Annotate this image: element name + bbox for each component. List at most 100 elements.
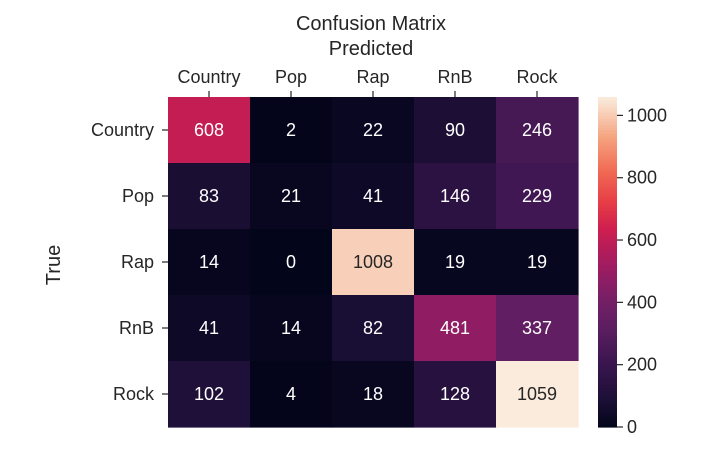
- heatmap-cells: [168, 97, 579, 428]
- colorbar-segment: [598, 166, 617, 170]
- colorbar-segment: [598, 349, 617, 353]
- heatmap-cell: [332, 163, 415, 230]
- colorbar-segment: [598, 337, 617, 341]
- heatmap-cell: [496, 361, 579, 428]
- colorbar-segment: [598, 259, 617, 263]
- colorbar-segment: [598, 373, 617, 377]
- colorbar-segment: [598, 208, 617, 212]
- colorbar-segment: [598, 250, 617, 254]
- x-tick-label: Rap: [356, 67, 389, 87]
- colorbar-segment: [598, 133, 617, 137]
- colorbar-segment: [598, 271, 617, 275]
- colorbar-segment: [598, 163, 617, 167]
- colorbar-segment: [598, 280, 617, 284]
- colorbar-segment: [598, 388, 617, 392]
- colorbar-segment: [598, 256, 617, 260]
- colorbar-segment: [598, 196, 617, 200]
- heatmap-cell: [168, 163, 251, 230]
- colorbar-segment: [598, 367, 617, 371]
- y-tick-label: Country: [91, 120, 154, 140]
- colorbar-segment: [598, 385, 617, 389]
- colorbar-segment: [598, 148, 617, 152]
- cell-value-label: 18: [363, 384, 383, 404]
- colorbar-segment: [598, 220, 617, 224]
- cell-value-label: 246: [522, 120, 552, 140]
- colorbar-segment: [598, 169, 617, 173]
- cell-value-label: 128: [440, 384, 470, 404]
- colorbar-segment: [598, 361, 617, 365]
- y-tick-label: Pop: [122, 186, 154, 206]
- cell-value-label: 0: [286, 252, 296, 272]
- cell-value-label: 21: [281, 186, 301, 206]
- cell-value-label: 608: [194, 120, 224, 140]
- colorbar-segment: [598, 199, 617, 203]
- colorbar-segment: [598, 328, 617, 332]
- colorbar-segment: [598, 406, 617, 410]
- colorbar-segment: [598, 313, 617, 317]
- heatmap-cell: [250, 229, 333, 296]
- colorbar-segment: [598, 145, 617, 149]
- heatmap-cell: [250, 361, 333, 428]
- colorbar-segment: [598, 319, 617, 323]
- colorbar-segment: [598, 295, 617, 299]
- colorbar-segment: [598, 178, 617, 182]
- heatmap-cell: [414, 295, 497, 362]
- colorbar-segment: [598, 97, 617, 101]
- colorbar-segment: [598, 229, 617, 233]
- heatmap-cell: [250, 163, 333, 230]
- colorbar-segment: [598, 325, 617, 329]
- cell-value-label: 4: [286, 384, 296, 404]
- heatmap-cell: [168, 229, 251, 296]
- colorbar-tick-label: 200: [627, 355, 657, 375]
- heatmap-cell: [332, 229, 415, 296]
- colorbar-tick-label: 800: [627, 168, 657, 188]
- cell-value-label: 19: [527, 252, 547, 272]
- colorbar-segment: [598, 409, 617, 413]
- colorbar-segment: [598, 397, 617, 401]
- cell-value-label: 1008: [353, 252, 393, 272]
- cell-value-label: 14: [199, 252, 219, 272]
- heatmap-cell: [414, 97, 497, 164]
- y-tick-label: Rock: [113, 384, 155, 404]
- colorbar-segment: [598, 265, 617, 269]
- colorbar-segment: [598, 403, 617, 407]
- colorbar-segment: [598, 193, 617, 197]
- cell-value-label: 102: [194, 384, 224, 404]
- heatmap-cell: [332, 361, 415, 428]
- cell-value-label: 41: [363, 186, 383, 206]
- heatmap-cell: [414, 163, 497, 230]
- colorbar-segment: [598, 115, 617, 119]
- x-tick-label: RnB: [437, 67, 472, 87]
- colorbar-segment: [598, 181, 617, 185]
- colorbar-segment: [598, 103, 617, 107]
- x-tick-label: Rock: [516, 67, 558, 87]
- colorbar-segment: [598, 286, 617, 290]
- colorbar-segment: [598, 304, 617, 308]
- cell-value-label: 14: [281, 318, 301, 338]
- colorbar-segment: [598, 202, 617, 206]
- colorbar-segment: [598, 415, 617, 419]
- cell-value-label: 22: [363, 120, 383, 140]
- colorbar-segment: [598, 334, 617, 338]
- y-axis-ticks: Country Pop Rap RnB Rock: [91, 120, 168, 404]
- colorbar-segment: [598, 214, 617, 218]
- heatmap-cell: [496, 295, 579, 362]
- cell-value-label: 19: [445, 252, 465, 272]
- colorbar-segment: [598, 418, 617, 422]
- colorbar-segment: [598, 421, 617, 425]
- cell-value-label: 90: [445, 120, 465, 140]
- colorbar-segment: [598, 292, 617, 296]
- colorbar-segment: [598, 151, 617, 155]
- colorbar-segment: [598, 247, 617, 251]
- colorbar-segment: [598, 316, 617, 320]
- cell-value-label: 2: [286, 120, 296, 140]
- x-axis-ticks: Country Pop Rap RnB Rock: [177, 67, 559, 97]
- chart-title: Confusion Matrix: [296, 13, 446, 35]
- colorbar-segment: [598, 307, 617, 311]
- colorbar-segment: [598, 379, 617, 383]
- colorbar-segment: [598, 244, 617, 248]
- colorbar-segment: [598, 157, 617, 161]
- colorbar-segment: [598, 112, 617, 116]
- colorbar-segment: [598, 343, 617, 347]
- colorbar: 0 200 400 600 800 1000: [598, 97, 667, 437]
